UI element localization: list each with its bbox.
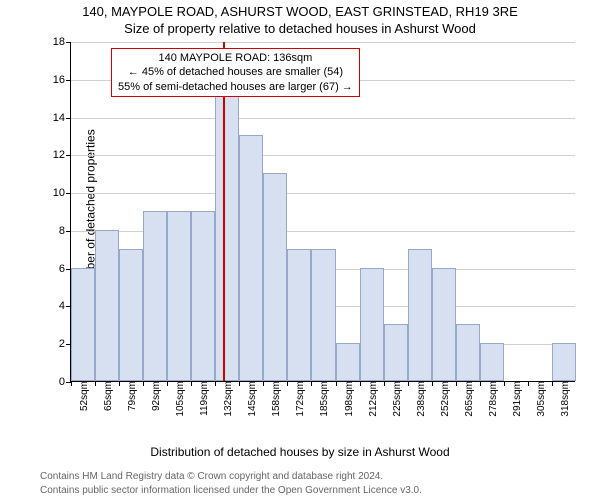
y-tick-label: 6 xyxy=(59,263,71,275)
footer-line2: Contains public sector information licen… xyxy=(40,485,422,496)
histogram-bar xyxy=(167,211,191,381)
histogram-bar xyxy=(311,249,335,381)
x-tick-mark xyxy=(528,381,529,386)
footer-line1: Contains HM Land Registry data © Crown c… xyxy=(40,471,383,482)
x-tick-mark xyxy=(504,381,505,386)
histogram-bar xyxy=(119,249,143,381)
x-tick-label: 172sqm xyxy=(291,381,306,417)
x-tick-mark xyxy=(552,381,553,386)
x-tick-label: 265sqm xyxy=(460,381,475,417)
histogram-bar xyxy=(191,211,215,381)
x-tick-mark xyxy=(167,381,168,386)
y-tick-label: 10 xyxy=(53,187,71,199)
x-tick-mark xyxy=(311,381,312,386)
y-tick-label: 8 xyxy=(59,225,71,237)
x-tick-mark xyxy=(239,381,240,386)
chart-title-line2: Size of property relative to detached ho… xyxy=(0,21,600,36)
x-tick-label: 305sqm xyxy=(532,381,547,417)
x-tick-label: 278sqm xyxy=(484,381,499,417)
x-tick-mark xyxy=(336,381,337,386)
x-tick-label: 145sqm xyxy=(243,381,258,417)
histogram-bar xyxy=(552,343,576,381)
x-tick-mark xyxy=(456,381,457,386)
x-tick-mark xyxy=(191,381,192,386)
y-tick-label: 12 xyxy=(53,149,71,161)
x-tick-label: 92sqm xyxy=(147,381,162,411)
x-tick-mark xyxy=(119,381,120,386)
histogram-bar xyxy=(143,211,167,381)
x-tick-label: 291sqm xyxy=(508,381,523,417)
y-tick-label: 14 xyxy=(53,112,71,124)
y-tick-label: 16 xyxy=(53,74,71,86)
x-tick-label: 119sqm xyxy=(195,381,210,416)
x-tick-mark xyxy=(384,381,385,386)
chart-title-line1: 140, MAYPOLE ROAD, ASHURST WOOD, EAST GR… xyxy=(0,4,600,19)
histogram-bar xyxy=(95,230,119,381)
infobox-line1: 140 MAYPOLE ROAD: 136sqm xyxy=(118,51,353,65)
histogram-bar xyxy=(432,268,456,381)
x-tick-label: 198sqm xyxy=(340,381,355,417)
plot-area: 52sqm65sqm79sqm92sqm105sqm119sqm132sqm14… xyxy=(70,42,575,382)
histogram-bar xyxy=(480,343,504,381)
y-tick-label: 0 xyxy=(59,376,71,388)
x-tick-label: 65sqm xyxy=(99,381,114,411)
histogram-bar xyxy=(263,173,287,381)
x-tick-mark xyxy=(71,381,72,386)
infobox-line3: 55% of semi-detached houses are larger (… xyxy=(118,80,353,94)
x-tick-label: 158sqm xyxy=(267,381,282,417)
x-tick-mark xyxy=(95,381,96,386)
x-tick-mark xyxy=(408,381,409,386)
x-tick-mark xyxy=(215,381,216,386)
x-tick-mark xyxy=(287,381,288,386)
x-tick-mark xyxy=(432,381,433,386)
infobox-line2: ← 45% of detached houses are smaller (54… xyxy=(118,65,353,79)
x-tick-label: 79sqm xyxy=(123,381,138,411)
histogram-bar xyxy=(336,343,360,381)
histogram-bar xyxy=(71,268,95,381)
histogram-bar xyxy=(456,324,480,381)
x-tick-label: 52sqm xyxy=(75,381,90,411)
x-tick-label: 132sqm xyxy=(219,381,234,417)
x-tick-mark xyxy=(480,381,481,386)
x-tick-mark xyxy=(143,381,144,386)
x-tick-mark xyxy=(263,381,264,386)
y-tick-label: 4 xyxy=(59,300,71,312)
histogram-bar xyxy=(215,79,239,381)
histogram-bar xyxy=(239,135,263,381)
x-tick-label: 238sqm xyxy=(412,381,427,417)
histogram-bar xyxy=(384,324,408,381)
x-tick-label: 225sqm xyxy=(388,381,403,417)
histogram-bar xyxy=(360,268,384,381)
histogram-bar xyxy=(408,249,432,381)
chart-container: 140, MAYPOLE ROAD, ASHURST WOOD, EAST GR… xyxy=(0,0,600,500)
histogram-bar xyxy=(287,249,311,381)
x-tick-label: 105sqm xyxy=(171,381,186,417)
marker-infobox: 140 MAYPOLE ROAD: 136sqm ← 45% of detach… xyxy=(111,48,360,97)
x-tick-mark xyxy=(360,381,361,386)
x-tick-label: 318sqm xyxy=(556,381,571,417)
x-tick-label: 185sqm xyxy=(315,381,330,417)
x-axis-caption: Distribution of detached houses by size … xyxy=(0,445,600,459)
x-tick-label: 212sqm xyxy=(364,381,379,417)
y-tick-label: 18 xyxy=(53,36,71,48)
x-tick-label: 252sqm xyxy=(436,381,451,417)
y-tick-label: 2 xyxy=(59,338,71,350)
